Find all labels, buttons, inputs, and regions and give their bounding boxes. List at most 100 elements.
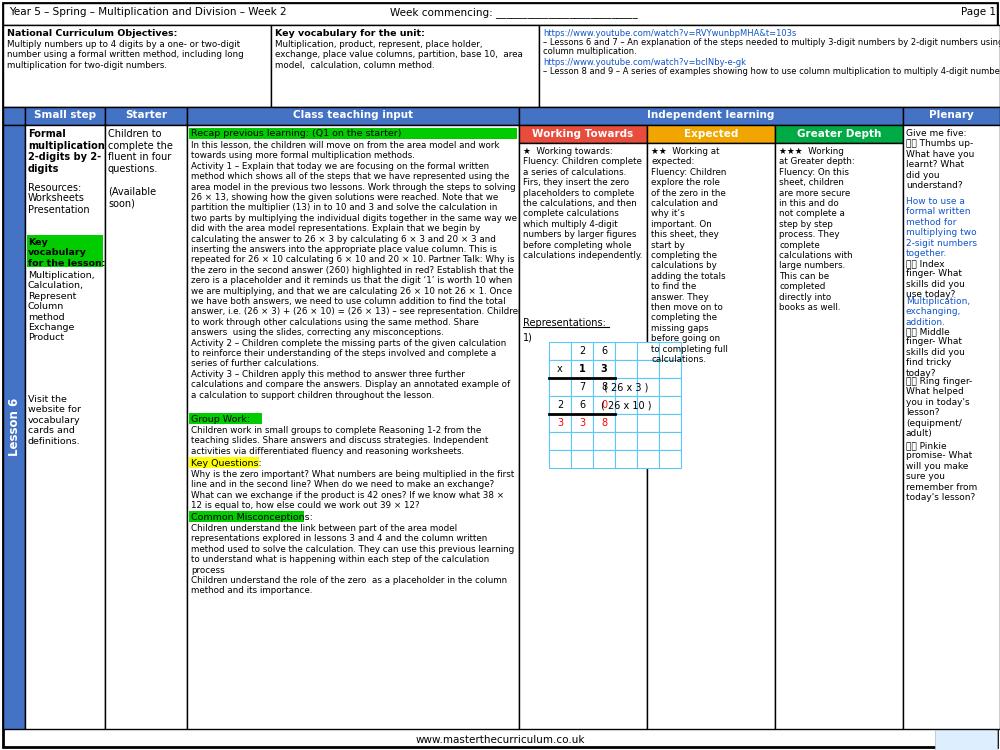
- Text: Key
vocabulary
for the lesson:: Key vocabulary for the lesson:: [28, 238, 106, 268]
- Text: ★★★  Working
at Greater depth:
Fluency: On this
sheet, children
are more secure
: ★★★ Working at Greater depth: Fluency: O…: [779, 147, 855, 312]
- Text: Common Misconceptions:: Common Misconceptions:: [191, 513, 313, 522]
- Text: column multiplication.: column multiplication.: [543, 47, 637, 56]
- Bar: [105, 107, 187, 125]
- Text: Recap previous learning: (Q1 on the starter): Recap previous learning: (Q1 on the star…: [191, 129, 402, 138]
- Bar: [189, 457, 259, 468]
- Bar: [189, 413, 262, 424]
- Text: Key vocabulary for the unit:: Key vocabulary for the unit:: [275, 29, 425, 38]
- Bar: [571, 360, 593, 378]
- Text: Children understand the link between part of the area model
representations expl: Children understand the link between par…: [191, 524, 514, 596]
- Bar: [549, 360, 571, 378]
- Text: Resources:: Resources:: [28, 183, 81, 193]
- Text: Lesson 6: Lesson 6: [7, 398, 20, 456]
- Bar: [659, 396, 681, 414]
- Bar: [25, 107, 105, 125]
- Bar: [593, 432, 615, 450]
- Text: 2: 2: [579, 346, 585, 356]
- Bar: [105, 125, 187, 729]
- Bar: [549, 378, 571, 396]
- Bar: [25, 125, 105, 729]
- Text: 7: 7: [579, 382, 585, 392]
- Bar: [659, 450, 681, 468]
- Text: Group Work:: Group Work:: [191, 415, 250, 424]
- Text: Formal
multiplication
2-digits by 2-
digits: Formal multiplication 2-digits by 2- dig…: [28, 129, 105, 174]
- Text: 💍🏻 Ring finger-
What helped
you in today's
lesson?
(equipment/
adult): 💍🏻 Ring finger- What helped you in today…: [906, 377, 972, 438]
- Bar: [519, 143, 647, 729]
- Text: www.masterthecurriculum.co.uk: www.masterthecurriculum.co.uk: [415, 735, 585, 745]
- Bar: [637, 450, 659, 468]
- Bar: [647, 125, 775, 143]
- Bar: [637, 342, 659, 360]
- Bar: [903, 107, 1000, 125]
- Text: 1: 1: [579, 364, 585, 374]
- Bar: [27, 235, 103, 267]
- Text: Independent learning: Independent learning: [647, 110, 775, 120]
- Bar: [519, 107, 903, 125]
- Bar: [571, 414, 593, 432]
- Text: Expected: Expected: [684, 129, 738, 139]
- Text: Week commencing: ___________________________: Week commencing: _______________________…: [390, 7, 638, 18]
- Bar: [549, 414, 571, 432]
- Text: Multiply numbers up to 4 digits by a one- or two-digit
number using a formal wri: Multiply numbers up to 4 digits by a one…: [7, 40, 244, 70]
- Bar: [659, 360, 681, 378]
- Bar: [593, 450, 615, 468]
- Text: 6: 6: [579, 400, 585, 410]
- Text: How to use a
formal written
method for
multiplying two
2-sigit numbers
together.: How to use a formal written method for m…: [906, 197, 977, 258]
- Bar: [189, 128, 517, 139]
- Text: Key Questions:: Key Questions:: [191, 459, 262, 468]
- Text: Worksheets
Presentation: Worksheets Presentation: [28, 193, 90, 214]
- Text: Small step: Small step: [34, 110, 96, 120]
- Bar: [593, 414, 615, 432]
- Bar: [189, 511, 304, 522]
- Bar: [539, 25, 1000, 107]
- Text: Greater Depth: Greater Depth: [797, 129, 881, 139]
- Bar: [571, 432, 593, 450]
- Bar: [593, 342, 615, 360]
- Bar: [549, 342, 571, 360]
- Text: 6: 6: [601, 346, 607, 356]
- Text: Children to
complete the
fluent in four
questions.

(Available
soon): Children to complete the fluent in four …: [108, 129, 173, 209]
- Bar: [549, 432, 571, 450]
- Bar: [615, 342, 637, 360]
- Text: Year 5 – Spring – Multiplication and Division – Week 2: Year 5 – Spring – Multiplication and Div…: [9, 7, 287, 17]
- Bar: [3, 125, 25, 729]
- Bar: [549, 450, 571, 468]
- Bar: [659, 414, 681, 432]
- Text: Plenary: Plenary: [929, 110, 973, 120]
- Text: Multiplication, product, represent, place holder,
exchange, place value columns,: Multiplication, product, represent, plac…: [275, 40, 523, 70]
- Bar: [637, 432, 659, 450]
- Bar: [615, 450, 637, 468]
- Bar: [615, 414, 637, 432]
- Text: 8: 8: [601, 382, 607, 392]
- Text: In this lesson, the children will move on from the area model and work
towards u: In this lesson, the children will move o…: [191, 141, 524, 400]
- Bar: [935, 730, 997, 750]
- Text: 2: 2: [557, 400, 563, 410]
- Bar: [571, 342, 593, 360]
- Text: https://www.youtube.com/watch?v=RVYwunbpMHA&t=103s: https://www.youtube.com/watch?v=RVYwunbp…: [543, 29, 796, 38]
- Bar: [615, 360, 637, 378]
- Bar: [637, 414, 659, 432]
- Bar: [659, 378, 681, 396]
- Text: National Curriculum Objectives:: National Curriculum Objectives:: [7, 29, 177, 38]
- Bar: [775, 143, 903, 729]
- Bar: [637, 396, 659, 414]
- Text: Multiplication,
Calculation,
Represent
Column
method
Exchange
Product: Multiplication, Calculation, Represent C…: [28, 271, 95, 343]
- Text: 💕🏻 Middle
finger- What
skills did you
find tricky
today?: 💕🏻 Middle finger- What skills did you fi…: [906, 327, 965, 377]
- Bar: [571, 396, 593, 414]
- Bar: [571, 378, 593, 396]
- Bar: [571, 450, 593, 468]
- Bar: [271, 25, 539, 107]
- Text: 3: 3: [601, 364, 607, 374]
- Text: Visit the
website for
vocabulary
cards and
definitions.: Visit the website for vocabulary cards a…: [28, 395, 81, 445]
- Text: 👆🏻 Index
finger- What
skills did you
use today?: 👆🏻 Index finger- What skills did you use…: [906, 259, 965, 299]
- Bar: [615, 396, 637, 414]
- Text: Give me five:
👍🏻 Thumbs up-
What have you
learnt? What
did you
understand?: Give me five: 👍🏻 Thumbs up- What have yo…: [906, 129, 974, 190]
- Bar: [637, 378, 659, 396]
- Text: – Lesson 8 and 9 – A series of examples showing how to use column multiplication: – Lesson 8 and 9 – A series of examples …: [543, 67, 1000, 76]
- Text: Representations:: Representations:: [523, 318, 606, 328]
- Text: Page 1: Page 1: [961, 7, 996, 17]
- Bar: [615, 432, 637, 450]
- Bar: [3, 3, 997, 25]
- Text: 1): 1): [523, 332, 533, 342]
- Text: – Lessons 6 and 7 – An explanation of the steps needed to multiply 3-digit numbe: – Lessons 6 and 7 – An explanation of th…: [543, 38, 1000, 47]
